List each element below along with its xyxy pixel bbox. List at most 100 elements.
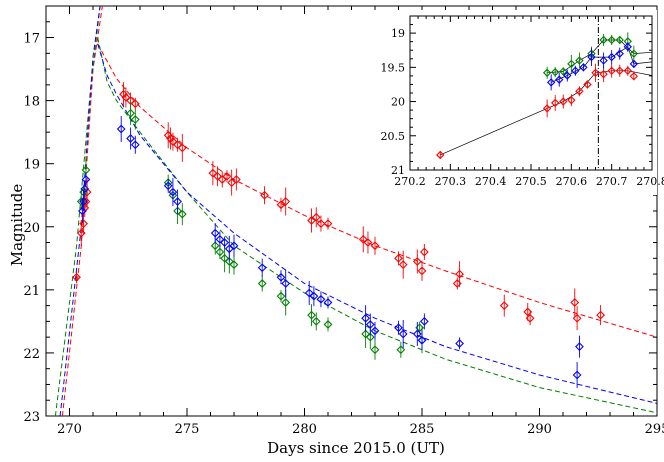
data-point — [229, 241, 239, 251]
y-tick-label: 23 — [23, 410, 40, 425]
inset-x-tick-label: 270.8 — [636, 175, 664, 188]
x-tick-label: 290 — [527, 422, 552, 437]
inset-data-point — [542, 68, 552, 77]
data-point — [257, 279, 267, 288]
data-point — [499, 301, 509, 310]
data-point — [316, 294, 326, 304]
inset-data-point — [629, 49, 639, 58]
x-axis-label: Days since 2015.0 (UT) — [267, 439, 445, 457]
y-tick-label: 17 — [23, 32, 40, 47]
data-point — [130, 99, 140, 109]
data-point — [365, 332, 375, 342]
inset-data-point — [546, 78, 556, 87]
data-point — [394, 323, 403, 333]
data-point — [572, 313, 582, 323]
y-axis-label: Magnitude — [8, 184, 26, 267]
data-point — [596, 310, 605, 320]
inset-y-tick-label: 20 — [391, 96, 405, 109]
data-point — [222, 171, 232, 181]
inset-x-tick-label: 270.2 — [394, 175, 426, 188]
data-point — [323, 298, 333, 307]
data-point — [215, 247, 225, 257]
data-point — [229, 260, 239, 269]
data-point — [572, 370, 582, 380]
data-point — [523, 307, 533, 317]
inset-data-point — [575, 87, 584, 96]
inset-data-point — [599, 69, 608, 79]
data-point — [168, 137, 178, 146]
data-point — [394, 253, 403, 263]
inset-y-tick-label: 19 — [391, 27, 405, 40]
inset-data-point — [567, 96, 576, 105]
data-point — [276, 272, 286, 282]
inset-data-point — [591, 68, 600, 77]
data-point — [276, 291, 286, 301]
x-tick-label: 280 — [292, 422, 317, 437]
data-point — [304, 288, 314, 298]
data-point — [173, 206, 182, 216]
data-point — [220, 238, 229, 247]
data-point — [316, 219, 326, 228]
data-point — [231, 175, 241, 184]
data-point — [412, 329, 422, 339]
data-point — [257, 263, 267, 273]
main-plot: 270 275 280 285 290 295 17 18 19 20 21 22 23 — [23, 5, 664, 437]
data-point — [398, 260, 408, 269]
y-tick-label: 20 — [23, 221, 40, 236]
inset-data-point — [551, 98, 560, 108]
x-tick-label: 285 — [410, 422, 435, 437]
data-point — [365, 320, 375, 329]
data-point — [81, 175, 91, 184]
data-point — [358, 235, 368, 244]
model-curve-1 — [97, 37, 657, 414]
inset-data-point — [436, 150, 445, 160]
inset-data-point — [575, 56, 584, 65]
data-point — [281, 279, 291, 288]
inset-data-point — [599, 56, 608, 65]
data-point — [323, 219, 333, 228]
inset-data-point — [583, 80, 592, 89]
main-plot-content — [54, 6, 657, 416]
data-point — [208, 168, 218, 178]
inset-data-point — [607, 52, 616, 62]
data-point — [455, 339, 464, 348]
data-point — [398, 329, 408, 339]
inset-x-tick-label: 270.5 — [515, 175, 547, 188]
inset-data-point — [629, 59, 639, 69]
y-tick-label: 19 — [23, 158, 40, 173]
data-point — [309, 291, 319, 301]
data-point — [311, 212, 321, 222]
x-tick-label: 275 — [175, 422, 200, 437]
data-point — [575, 342, 584, 351]
data-point — [455, 269, 464, 279]
inset-data-point — [607, 35, 616, 45]
inset-x-tick-label: 270.6 — [556, 175, 588, 188]
data-point — [412, 257, 422, 266]
data-point — [220, 253, 229, 263]
inset-data-point — [607, 66, 616, 75]
data-point — [361, 313, 370, 323]
inset-connect-line — [547, 39, 652, 74]
inset-data-point — [587, 52, 596, 62]
data-point — [78, 206, 87, 216]
data-point — [311, 317, 321, 326]
data-point — [173, 197, 182, 206]
data-point — [570, 298, 580, 307]
data-point — [121, 93, 131, 102]
data-point — [79, 197, 88, 206]
inset-content — [436, 16, 652, 170]
y-tick-label: 22 — [23, 347, 40, 362]
data-point — [80, 184, 90, 194]
data-point — [215, 235, 225, 244]
inset-data-point — [571, 66, 580, 75]
data-point — [224, 257, 234, 266]
rise-curve-0 — [61, 6, 103, 416]
inset-y-tick-label: 21 — [391, 164, 405, 177]
data-point — [417, 335, 427, 345]
inset-x-tick-label: 270.4 — [475, 175, 507, 188]
model-curve-0 — [97, 43, 657, 338]
inset-data-point — [542, 104, 552, 113]
inset-data-point — [629, 72, 639, 81]
data-point — [281, 197, 291, 206]
